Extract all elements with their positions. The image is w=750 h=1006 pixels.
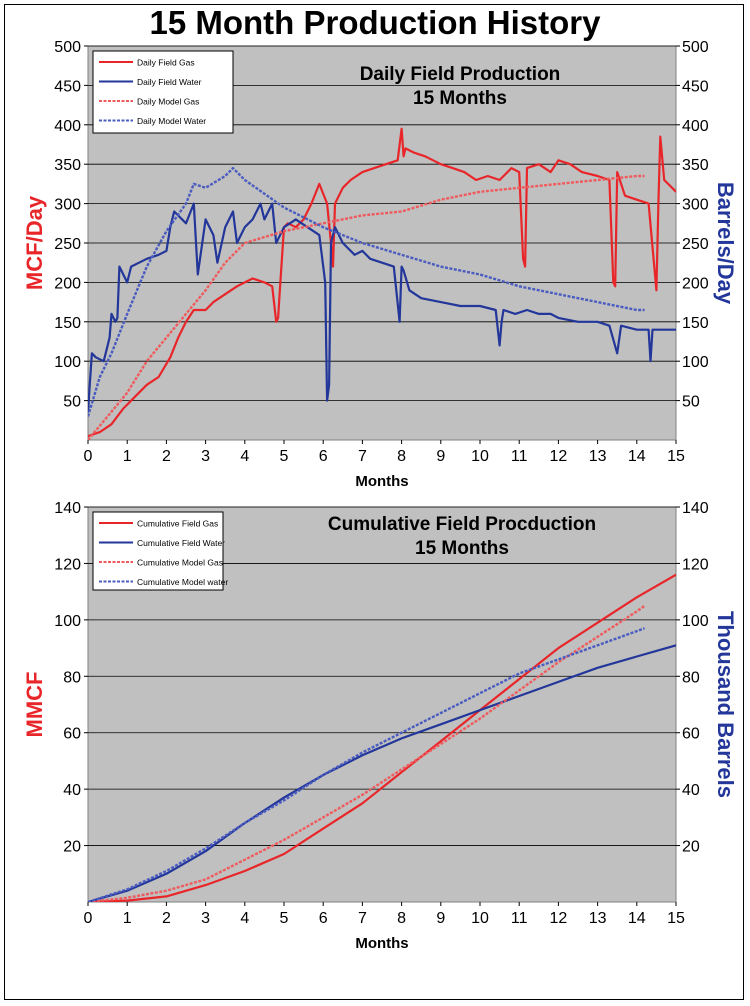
x-tick-label: 4 (240, 448, 249, 465)
x-tick-label: 8 (397, 910, 406, 927)
legend-label: Daily Field Gas (137, 58, 195, 68)
legend-label: Daily Model Water (137, 116, 206, 126)
legend-label: Cumulative Field Water (137, 538, 225, 548)
chart-title: Daily Field Production (360, 64, 561, 85)
x-tick-label: 11 (511, 448, 528, 465)
chart-1: 5010015020025030035040045050050100150200… (22, 39, 738, 490)
y-tick-label: 80 (63, 669, 81, 686)
y-tick-label: 200 (54, 275, 81, 292)
page-title: 15 Month Production History (149, 4, 601, 41)
series-line-cumulative-model-water (88, 627, 646, 902)
y2-tick-label: 60 (682, 726, 700, 743)
x-tick-label: 4 (240, 910, 249, 927)
x-tick-label: 10 (471, 448, 489, 465)
x-tick-label: 0 (84, 448, 93, 465)
y2-tick-label: 140 (682, 500, 709, 517)
x-tick-label: 11 (511, 910, 528, 927)
y2-tick-label: 150 (682, 315, 709, 332)
y-tick-label: 300 (54, 197, 81, 214)
x-tick-label: 1 (123, 448, 132, 465)
page-frame (4, 4, 744, 1000)
y2-tick-label: 80 (682, 669, 700, 686)
y2-tick-label: 50 (682, 394, 700, 411)
y-axis-title: MMCF (22, 672, 47, 738)
legend-label: Cumulative Model water (137, 577, 228, 587)
chart-subtitle: 15 Months (415, 538, 509, 559)
x-tick-label: 6 (319, 910, 328, 927)
x-tick-label: 15 (667, 448, 685, 465)
series-line-cumulative-field-gas (88, 573, 676, 902)
series-line-daily-field-water (88, 202, 676, 413)
y-tick-label: 500 (54, 39, 81, 56)
legend-label: Daily Field Water (137, 77, 202, 87)
y2-tick-label: 200 (682, 275, 709, 292)
x-tick-label: 2 (162, 448, 171, 465)
x-axis-title: Months (355, 935, 408, 952)
x-tick-label: 3 (201, 910, 210, 927)
y-tick-label: 350 (54, 157, 81, 174)
legend-label: Cumulative Model Gas (137, 558, 223, 568)
x-tick-label: 1 (123, 910, 132, 927)
x-tick-label: 6 (319, 448, 328, 465)
series-line-cumulative-model-gas (88, 604, 646, 902)
y2-tick-label: 350 (682, 157, 709, 174)
series-line-daily-model-gas (88, 174, 645, 440)
chart-title: Cumulative Field Procduction (328, 514, 596, 535)
legend-label: Daily Model Gas (137, 97, 199, 107)
y2-tick-label: 40 (682, 782, 700, 799)
y-tick-label: 150 (54, 315, 81, 332)
x-tick-label: 12 (550, 448, 568, 465)
legend-box (92, 511, 224, 591)
x-tick-label: 7 (358, 910, 367, 927)
chart-subtitle: 15 Months (413, 88, 507, 109)
y-tick-label: 50 (63, 394, 81, 411)
legend-label: Cumulative Field Gas (137, 519, 218, 529)
series-line-cumulative-field-water (88, 644, 676, 902)
y-axis-title: MCF/Day (22, 195, 47, 290)
x-tick-label: 8 (397, 448, 406, 465)
x-tick-label: 0 (84, 910, 93, 927)
y2-tick-label: 20 (682, 839, 700, 856)
y2-tick-label: 250 (682, 236, 709, 253)
y-tick-label: 100 (54, 613, 81, 630)
y-tick-label: 400 (54, 118, 81, 135)
x-tick-label: 14 (628, 448, 646, 465)
y-tick-label: 140 (54, 500, 81, 517)
x-tick-label: 5 (280, 448, 289, 465)
y2-tick-label: 120 (682, 556, 709, 573)
x-tick-label: 13 (589, 448, 607, 465)
y2-axis-title: Thousand Barrels (713, 611, 738, 798)
legend-box (92, 50, 234, 134)
y2-tick-label: 450 (682, 78, 709, 95)
y-tick-label: 20 (63, 839, 81, 856)
y2-axis-title: Barrels/Day (713, 182, 738, 305)
y-tick-label: 250 (54, 236, 81, 253)
x-axis-title: Months (355, 473, 408, 490)
x-tick-label: 9 (436, 448, 445, 465)
y2-tick-label: 100 (682, 354, 709, 371)
x-tick-label: 15 (667, 910, 685, 927)
x-tick-label: 7 (358, 448, 367, 465)
y2-tick-label: 100 (682, 613, 709, 630)
x-tick-label: 10 (471, 910, 489, 927)
y2-tick-label: 300 (682, 197, 709, 214)
y2-tick-label: 400 (682, 118, 709, 135)
x-tick-label: 3 (201, 448, 210, 465)
y-tick-label: 450 (54, 78, 81, 95)
y-tick-label: 100 (54, 354, 81, 371)
x-tick-label: 12 (550, 910, 568, 927)
x-tick-label: 13 (589, 910, 607, 927)
series-line-daily-model-water (88, 166, 645, 417)
y-tick-label: 60 (63, 726, 81, 743)
x-tick-label: 14 (628, 910, 646, 927)
y-tick-label: 40 (63, 782, 81, 799)
x-tick-label: 2 (162, 910, 171, 927)
x-tick-label: 5 (280, 910, 289, 927)
y2-tick-label: 500 (682, 39, 709, 56)
x-tick-label: 9 (436, 910, 445, 927)
y-tick-label: 120 (54, 556, 81, 573)
